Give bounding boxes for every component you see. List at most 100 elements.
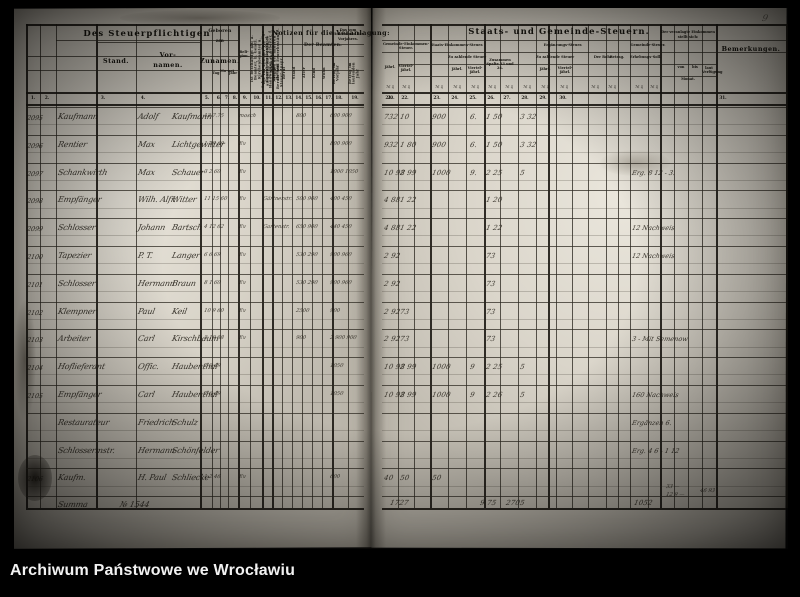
- cell-vorname: Offic.: [137, 362, 160, 372]
- cell-religion: Ev: [238, 224, 247, 231]
- cell-steuer-viertel: 1 80: [399, 140, 418, 149]
- currency-mark: ℳ ₰: [560, 84, 568, 89]
- cell-religion: Ev: [238, 307, 247, 314]
- heading-geb-tag: Tag: [212, 71, 220, 75]
- cell-zusammen: 1 22: [485, 224, 504, 233]
- cell-stand: Schlossermstr.: [57, 445, 116, 455]
- cell-bemerkung: 160 Nachweis: [631, 391, 680, 399]
- cell-notiz-vorjahr: 2500: [295, 307, 310, 314]
- currency-mark: ℳ ₰: [591, 84, 599, 89]
- heading-geb-jahr: Jahr: [228, 71, 238, 75]
- cell-notiz-laufend: 900: [329, 307, 341, 314]
- heading-laut-verfuegung: laut Verfügung: [702, 66, 723, 75]
- currency-mark: ℳ ₰: [471, 84, 479, 89]
- totals-carry: № 1544: [119, 500, 151, 510]
- heading-jaehrlich2: Jährl.: [539, 67, 551, 71]
- cell-zuname: Schauer: [171, 167, 206, 177]
- cell-religion: Ev: [238, 335, 247, 342]
- cell-stand: Rentier: [57, 139, 88, 149]
- cell-steuer-viertel: 50: [399, 474, 411, 483]
- row-index: 2105: [26, 392, 44, 400]
- currency-mark: ℳ ₰: [402, 84, 410, 89]
- cell-geburtsdatum: 10 9 60: [203, 307, 225, 314]
- cell-zuname: Schulz: [171, 417, 199, 427]
- cell-notiz-laufend: 900 960: [329, 279, 353, 286]
- column-number: 28.: [521, 95, 529, 100]
- cell-geburtsdatum: 8 1 60: [203, 279, 222, 286]
- cell-vorname: Adolf: [137, 112, 160, 121]
- row-index: 2096: [26, 141, 44, 150]
- cell-ergaenzung-basis: 1000: [431, 168, 452, 177]
- cell-notiz-vorjahr: 530 290: [295, 279, 319, 286]
- cell-notiz-vorjahr: 800: [295, 113, 307, 119]
- cell-zuname: Schönfelder: [171, 445, 220, 455]
- cell-vorname: Hermann: [137, 445, 176, 455]
- cell-notiz-vorjahr: 900: [295, 335, 307, 342]
- column-number: 27.: [503, 95, 511, 100]
- cell-religion: Ev: [238, 168, 247, 175]
- cell-notiz-laufend: 400 450: [329, 196, 353, 203]
- cell-zusammen: 2 26: [485, 391, 504, 399]
- cell-stand: Empfänger: [57, 390, 103, 399]
- heading-betrag-vorjahr: Betrag im Vorjahr: [332, 62, 340, 84]
- cell-steuer-viertel: 10: [399, 113, 411, 121]
- cell-bemerkung: 3 - Mit Semenow: [631, 335, 689, 344]
- cell-stand: Schankwirth: [57, 167, 109, 177]
- cell-steuer-viertel: 1 22: [399, 196, 418, 205]
- cell-steuer-jaehrlich: 40: [383, 474, 395, 483]
- cell-vorname: Carl: [137, 390, 156, 399]
- cell-religion: Ev: [238, 279, 247, 286]
- currency-mark: ℳ ₰: [435, 84, 443, 89]
- cell-religion: Ev: [238, 252, 247, 258]
- cell-notiz-laufend: 1050: [329, 391, 344, 397]
- cell-stand: Schlosser: [57, 278, 97, 288]
- heading-zu-zahlende2: Zu zahlende Steuer: [536, 55, 575, 59]
- heading-viertel: Viertel-jährl.: [398, 64, 414, 73]
- cell-notiz-laufend: 440 450: [329, 224, 353, 231]
- row-index: 2103: [26, 336, 44, 345]
- cell-vorname: H. Paul: [137, 473, 168, 483]
- cell-stand: Arbeiter: [57, 334, 92, 344]
- heading-viertel: Viertel-jährl.: [467, 66, 483, 75]
- cell-vorname: Hermann: [137, 278, 176, 288]
- row-index: 2099: [26, 225, 44, 234]
- heading-stand: Stand.: [102, 57, 130, 65]
- cell-vorname: Johann: [137, 223, 167, 233]
- column-number: 30.: [559, 95, 567, 100]
- currency-mark: ℳ ₰: [488, 84, 496, 89]
- cell-zusammen: 73: [485, 252, 497, 260]
- left-page: [10, 7, 374, 549]
- heading-vornamen: namen.: [153, 61, 183, 69]
- cell-zusammen: 73: [485, 279, 497, 288]
- heading-geboren: am: [215, 39, 225, 44]
- heading-bemerkungen: Bemerkungen.: [721, 45, 781, 53]
- total-gemeinde: 1052: [633, 499, 654, 508]
- cell-stand: Kaufm.: [57, 473, 87, 483]
- cell-zuname: Bartsch: [171, 223, 203, 233]
- heading-zusammen: Zusammen Spalte 23 und 24.: [486, 58, 514, 71]
- cell-steuer-viertel: 73: [399, 307, 411, 316]
- cell-wohnung: Gartenstr.: [262, 224, 291, 231]
- column-number: 24.: [451, 95, 459, 100]
- row-index: 2098: [26, 197, 44, 206]
- cell-ergaenzung-basis: 1000: [431, 363, 452, 372]
- row-index: 2100: [26, 253, 44, 261]
- cell-geburtsdatum: 2 6 49: [203, 391, 222, 397]
- cell-notiz-vorjahr: 500 900: [295, 196, 319, 203]
- cell-steuer-jaehrlich: 2 92: [383, 279, 402, 288]
- cell-notiz-laufend: 800 900: [329, 140, 353, 147]
- cell-steuer-viertel: 2 99: [399, 391, 418, 399]
- cell-notiz-laufend: 600: [329, 474, 341, 481]
- cell-stand: Restaurateur: [57, 417, 111, 427]
- heading-veranl-einkommen: Der veranlagte Einkommen stellt sich:: [661, 30, 715, 39]
- cell-gemeinde: 3 32: [519, 140, 538, 149]
- heading-von: von: [677, 65, 685, 69]
- heading-monat: Monat.: [681, 77, 695, 81]
- column-number: 29.: [539, 95, 547, 100]
- cell-religion: Ev: [238, 474, 247, 481]
- total-veranl-c: 46 93: [699, 488, 716, 495]
- row-index: 2097: [26, 169, 44, 178]
- heading-jaehrlich: Jährl.: [451, 67, 463, 71]
- row-index: 2104: [26, 364, 44, 373]
- heading-erhebungs-soll: Erhebungs-Soll.: [630, 55, 662, 59]
